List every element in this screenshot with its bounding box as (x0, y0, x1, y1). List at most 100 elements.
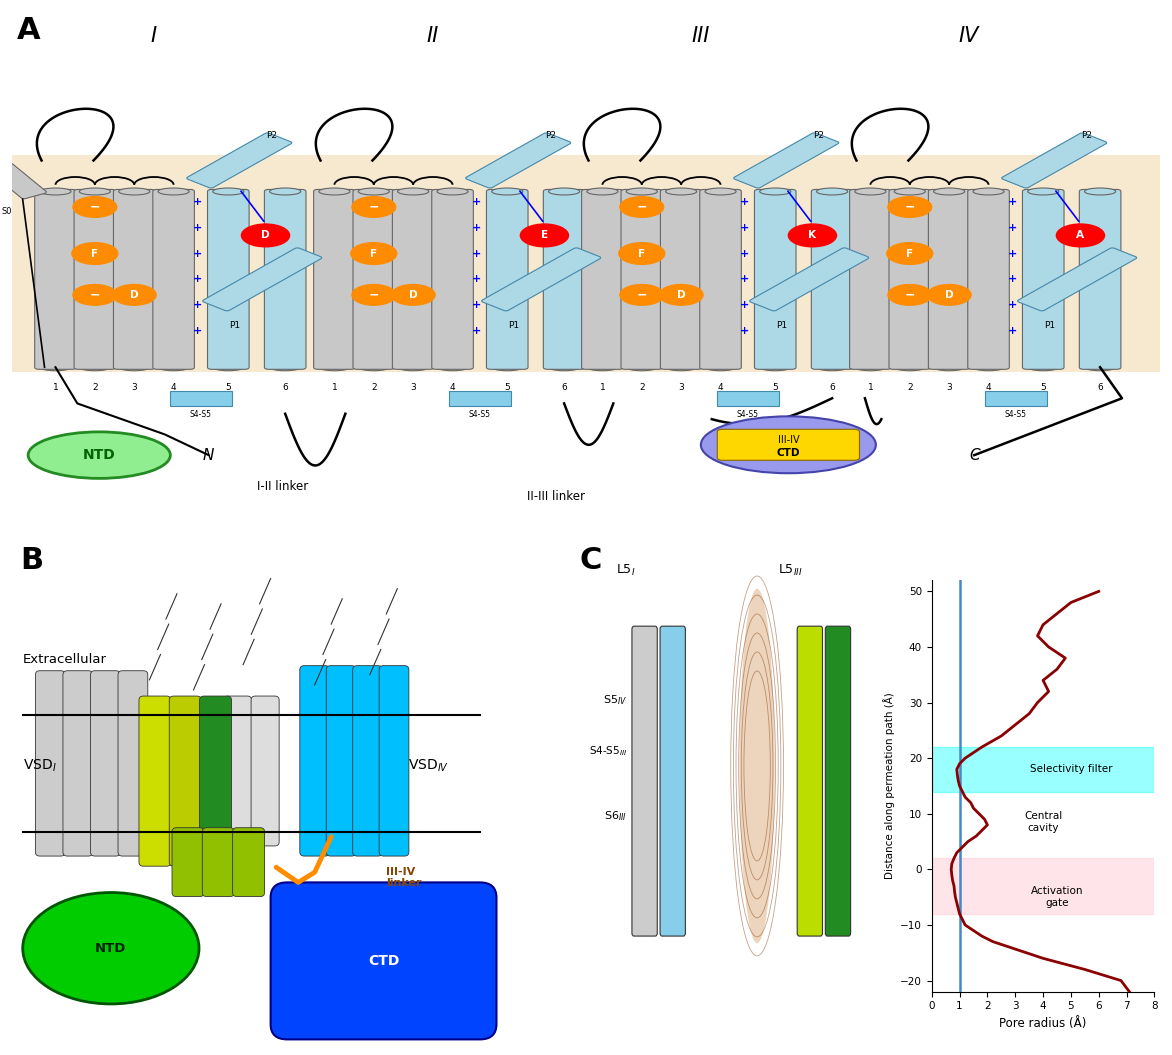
Text: VSD$_I$: VSD$_I$ (22, 757, 56, 774)
FancyBboxPatch shape (825, 627, 851, 936)
Ellipse shape (118, 188, 150, 195)
Text: 1: 1 (53, 383, 59, 391)
Text: +: + (740, 249, 749, 258)
Text: +: + (193, 197, 203, 207)
FancyBboxPatch shape (74, 190, 116, 369)
X-axis label: Pore radius (Å): Pore radius (Å) (1000, 1017, 1086, 1030)
Text: P2: P2 (813, 131, 825, 139)
Text: −: − (905, 288, 915, 302)
Ellipse shape (626, 364, 657, 370)
FancyBboxPatch shape (928, 190, 970, 369)
Text: −: − (905, 200, 915, 213)
Ellipse shape (854, 188, 886, 195)
Text: P2: P2 (545, 131, 557, 139)
FancyBboxPatch shape (700, 190, 742, 369)
Text: L5$_I$: L5$_I$ (616, 563, 636, 578)
Text: P1: P1 (776, 321, 788, 330)
FancyBboxPatch shape (660, 190, 702, 369)
Text: III-IV: III-IV (777, 435, 799, 444)
Ellipse shape (759, 188, 791, 195)
FancyBboxPatch shape (0, 164, 47, 198)
Ellipse shape (359, 188, 389, 195)
FancyBboxPatch shape (353, 666, 382, 856)
Text: D: D (261, 230, 270, 241)
Circle shape (1056, 224, 1104, 247)
FancyBboxPatch shape (717, 429, 859, 460)
Ellipse shape (973, 188, 1004, 195)
Circle shape (73, 196, 117, 217)
FancyBboxPatch shape (890, 190, 931, 369)
Text: 6: 6 (1097, 383, 1103, 391)
FancyBboxPatch shape (431, 190, 473, 369)
FancyBboxPatch shape (203, 248, 322, 311)
Text: P1: P1 (1044, 321, 1055, 330)
Text: +: + (740, 197, 749, 207)
Ellipse shape (817, 188, 847, 195)
Circle shape (520, 224, 568, 247)
Ellipse shape (40, 188, 71, 195)
Text: C: C (579, 545, 602, 575)
Text: 1: 1 (600, 383, 605, 391)
Circle shape (352, 196, 396, 217)
Text: 5: 5 (225, 383, 231, 391)
FancyBboxPatch shape (465, 133, 571, 188)
FancyBboxPatch shape (207, 190, 250, 369)
Ellipse shape (28, 431, 170, 478)
Text: +: + (1008, 249, 1017, 258)
Circle shape (887, 243, 933, 265)
FancyBboxPatch shape (251, 696, 279, 846)
Ellipse shape (587, 188, 618, 195)
Text: +: + (193, 326, 203, 337)
Ellipse shape (270, 188, 301, 195)
Ellipse shape (80, 364, 110, 370)
Bar (12, 155, 1160, 372)
Text: III-IV
linker: III-IV linker (387, 866, 422, 888)
Ellipse shape (817, 364, 847, 370)
FancyBboxPatch shape (300, 666, 329, 856)
FancyBboxPatch shape (35, 190, 76, 369)
Text: −: − (89, 288, 100, 302)
Ellipse shape (548, 364, 580, 370)
Text: +: + (193, 301, 203, 310)
Text: P2: P2 (1082, 131, 1092, 139)
Circle shape (620, 196, 663, 217)
Ellipse shape (626, 188, 657, 195)
Text: D: D (130, 290, 138, 300)
FancyBboxPatch shape (232, 828, 265, 897)
Text: K: K (809, 230, 817, 241)
FancyBboxPatch shape (63, 671, 93, 856)
Bar (449, 390, 511, 406)
FancyBboxPatch shape (660, 627, 686, 936)
Bar (932, 747, 1154, 791)
Text: +: + (1008, 197, 1017, 207)
Ellipse shape (158, 188, 189, 195)
Text: N: N (203, 447, 214, 463)
Text: −: − (636, 288, 647, 302)
Circle shape (619, 243, 665, 265)
Circle shape (73, 285, 117, 305)
Ellipse shape (1028, 364, 1058, 370)
Ellipse shape (213, 188, 244, 195)
Ellipse shape (158, 364, 189, 370)
Text: +: + (1008, 223, 1017, 233)
Text: 3: 3 (131, 383, 137, 391)
Circle shape (71, 243, 118, 265)
Ellipse shape (934, 188, 965, 195)
Text: S4-S5: S4-S5 (737, 409, 759, 419)
Ellipse shape (118, 364, 150, 370)
FancyBboxPatch shape (169, 696, 202, 866)
Text: I: I (151, 26, 157, 46)
Text: II-III linker: II-III linker (527, 490, 585, 503)
Text: 2: 2 (907, 383, 913, 391)
Text: +: + (472, 223, 482, 233)
Text: Central
cavity: Central cavity (1024, 811, 1062, 832)
Text: 6: 6 (561, 383, 567, 391)
Y-axis label: Distance along permeation path (Å): Distance along permeation path (Å) (883, 692, 894, 880)
FancyBboxPatch shape (314, 190, 355, 369)
FancyBboxPatch shape (326, 666, 356, 856)
FancyBboxPatch shape (271, 882, 497, 1039)
Ellipse shape (548, 188, 580, 195)
Ellipse shape (1084, 188, 1116, 195)
Text: +: + (1008, 326, 1017, 337)
Text: 1: 1 (332, 383, 338, 391)
